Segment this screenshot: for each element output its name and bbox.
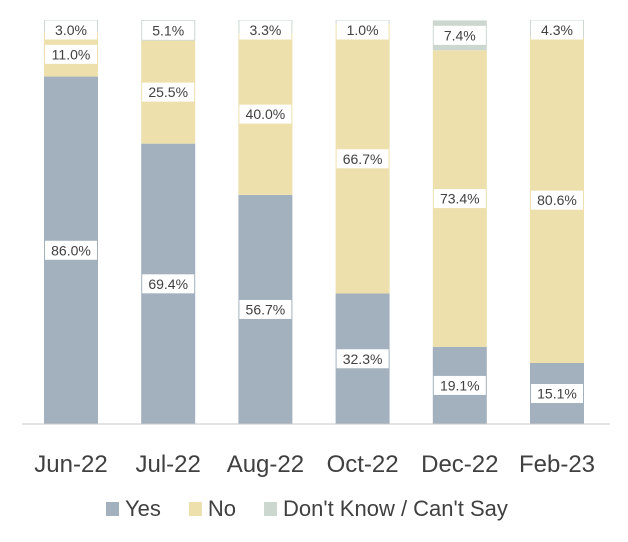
- data-label-box-dont-know-jun-22: [45, 20, 97, 40]
- legend-swatch-yes: [106, 502, 119, 516]
- data-label-no-oct-22: 66.7%: [343, 151, 383, 167]
- data-label-no-jul-22: 25.5%: [148, 84, 188, 100]
- legend: Yes No Don't Know / Can't Say: [106, 496, 508, 521]
- x-tick-label-feb-23: Feb-23: [519, 451, 595, 478]
- data-label-box-no-aug-22: [239, 104, 292, 124]
- data-labels-layer: 86.0% 11.0% 3.0% 69.4% 25.5% 5.1% 56.7% 40.0% 3.…: [45, 20, 583, 403]
- x-tick-label-jun-22: Jun-22: [34, 451, 107, 478]
- data-label-yes-feb-23: 15.1%: [537, 385, 577, 401]
- data-label-dont-know-jun-22: 3.0%: [55, 22, 87, 38]
- data-label-box-yes-jul-22: [142, 274, 195, 294]
- data-label-box-dont-know-dec-22: [433, 25, 486, 45]
- data-label-no-aug-22: 40.0%: [246, 106, 286, 122]
- legend-label-yes: Yes: [125, 496, 161, 521]
- data-label-box-no-dec-22: [433, 189, 486, 209]
- data-label-box-dont-know-aug-22: [239, 20, 292, 40]
- data-label-no-feb-23: 80.6%: [537, 192, 577, 208]
- x-tick-label-dec-22: Dec-22: [421, 451, 498, 478]
- data-label-box-yes-oct-22: [336, 349, 389, 369]
- data-label-dont-know-dec-22: 7.4%: [444, 27, 476, 43]
- data-label-yes-dec-22: 19.1%: [440, 377, 480, 393]
- data-label-box-no-oct-22: [336, 149, 389, 169]
- data-label-box-no-feb-23: [531, 190, 583, 210]
- x-tick-label-aug-22: Aug-22: [227, 451, 304, 478]
- data-label-box-yes-feb-23: [531, 383, 583, 403]
- legend-swatch-dont-know: [264, 502, 278, 516]
- data-label-box-dont-know-jul-22: [142, 20, 195, 40]
- data-label-box-yes-dec-22: [433, 375, 486, 395]
- data-label-dont-know-feb-23: 4.3%: [541, 22, 573, 38]
- legend-label-dont-know: Don't Know / Can't Say: [283, 496, 508, 521]
- data-label-yes-jul-22: 69.4%: [148, 276, 188, 292]
- legend-swatch-no: [188, 502, 202, 516]
- data-label-yes-jun-22: 86.0%: [51, 242, 91, 258]
- data-label-no-dec-22: 73.4%: [440, 191, 480, 207]
- data-label-yes-oct-22: 32.3%: [343, 351, 383, 367]
- bars-layer: [44, 20, 584, 424]
- data-label-dont-know-jul-22: 5.1%: [152, 22, 184, 38]
- x-tick-label-oct-22: Oct-22: [327, 451, 399, 478]
- data-label-dont-know-oct-22: 1.0%: [347, 22, 379, 38]
- x-tick-labels: Jun-22 Jul-22 Aug-22 Oct-22 Dec-22 Feb-23: [34, 451, 595, 478]
- data-label-yes-aug-22: 56.7%: [246, 301, 286, 317]
- data-label-no-jun-22: 11.0%: [52, 46, 91, 62]
- data-label-box-yes-jun-22: [45, 240, 97, 260]
- data-label-box-no-jul-22: [142, 82, 195, 102]
- data-label-box-dont-know-feb-23: [531, 20, 583, 40]
- legend-label-no: No: [208, 496, 236, 521]
- data-label-box-no-jun-22: [45, 44, 97, 64]
- x-tick-label-jul-22: Jul-22: [136, 451, 201, 478]
- data-label-box-dont-know-oct-22: [336, 20, 389, 40]
- data-label-dont-know-aug-22: 3.3%: [249, 22, 281, 38]
- data-label-box-yes-aug-22: [239, 299, 292, 319]
